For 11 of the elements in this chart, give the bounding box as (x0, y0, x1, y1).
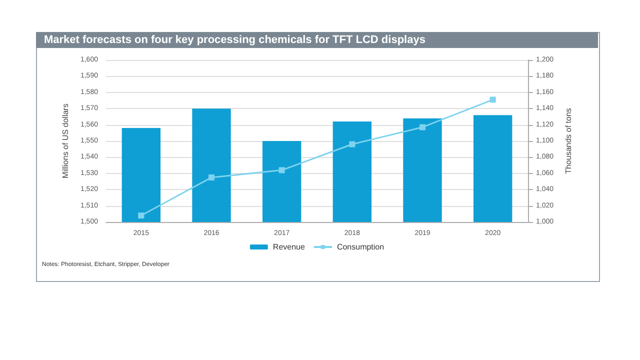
point (490, 96, 496, 103)
legend-label: Consumption (336, 242, 384, 252)
point (278, 167, 285, 174)
chart-title: Market forecasts on four key processing chemicals for TFT LCD displays (36, 32, 598, 48)
legend-label: Revenue (272, 242, 306, 252)
point (138, 212, 144, 219)
point (349, 141, 356, 148)
y-axis-title: Millions of US dollars (61, 104, 70, 178)
point (420, 124, 426, 130)
point (208, 174, 214, 180)
y2-axis-title: Thousands of tons (564, 108, 573, 174)
